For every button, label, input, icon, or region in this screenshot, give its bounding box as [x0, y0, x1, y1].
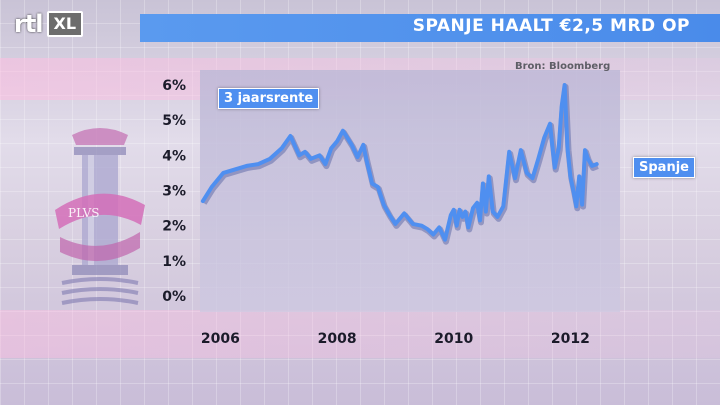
x-tick-label: 2006: [201, 331, 240, 347]
headline-bar: SPANJE HAALT €2,5 MRD OP: [140, 14, 720, 42]
y-tick-label: 4%: [162, 148, 186, 164]
plot-area: [200, 70, 620, 312]
series-line-spanje: [200, 83, 599, 242]
series-label-spanje: Spanje: [633, 157, 695, 178]
y-axis: 0% 1% 2% 3% 4% 5% 6%: [162, 78, 186, 305]
pillar-emblem-icon: PLVS: [55, 128, 145, 305]
channel-logo: rtl XL: [14, 10, 84, 38]
y-tick-label: 1%: [162, 254, 186, 270]
y-tick-label: 0%: [162, 289, 186, 305]
flag-stripe-bottom: [0, 310, 720, 358]
logo-xl: XL: [46, 11, 84, 37]
logo-rtl: rtl: [14, 10, 44, 38]
y-tick-label: 5%: [162, 113, 186, 129]
x-tick-label: 2012: [551, 331, 590, 347]
headline-title: SPANJE HAALT €2,5 MRD OP: [412, 16, 690, 36]
x-tick-label: 2008: [318, 331, 357, 347]
x-tick-label: 2010: [434, 331, 473, 347]
y-tick-label: 6%: [162, 78, 186, 94]
emblem-motto: PLVS: [68, 206, 100, 220]
series-lines: [200, 83, 599, 245]
x-axis: 2006 2008 2010 2012: [201, 331, 590, 347]
y-tick-label: 2%: [162, 219, 186, 235]
source-label: Bron: Bloomberg: [515, 61, 611, 72]
annotation-3-jaarsrente: 3 jaarsrente: [218, 88, 320, 109]
y-tick-label: 3%: [162, 184, 186, 200]
